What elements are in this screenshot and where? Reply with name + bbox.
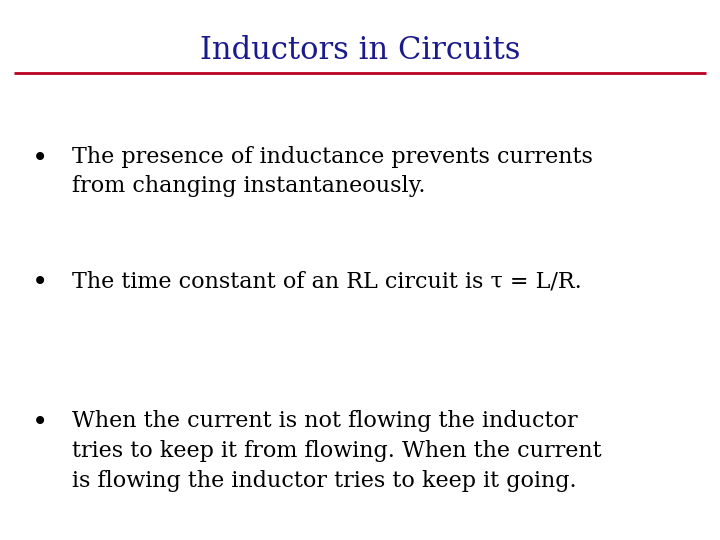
Text: •: • xyxy=(32,146,48,173)
Text: The presence of inductance prevents currents
from changing instantaneously.: The presence of inductance prevents curr… xyxy=(72,146,593,198)
Text: •: • xyxy=(32,410,48,437)
Text: •: • xyxy=(32,270,48,297)
Text: When the current is not flowing the inductor
tries to keep it from flowing. When: When the current is not flowing the indu… xyxy=(72,410,602,492)
Text: Inductors in Circuits: Inductors in Circuits xyxy=(199,35,521,66)
Text: The time constant of an RL circuit is τ = L/R.: The time constant of an RL circuit is τ … xyxy=(72,270,582,292)
